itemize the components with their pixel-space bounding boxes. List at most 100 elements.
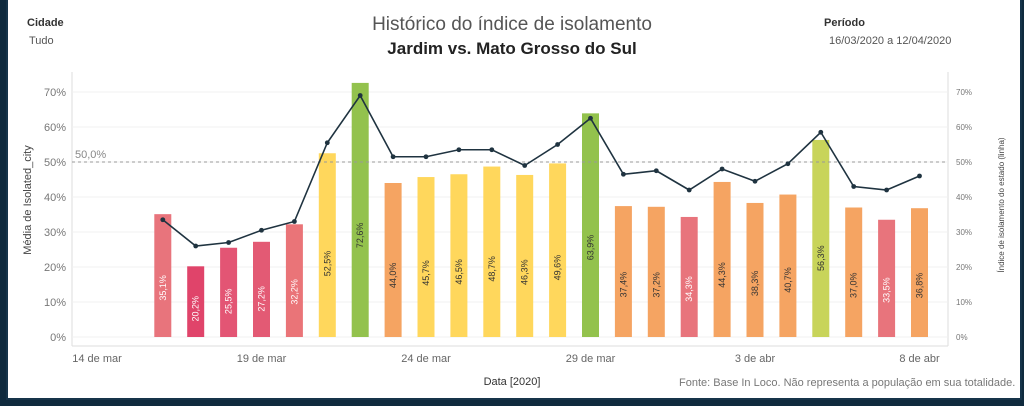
state-index-point bbox=[719, 166, 725, 172]
state-index-point bbox=[818, 129, 824, 135]
state-index-point bbox=[785, 161, 791, 167]
state-index-point bbox=[390, 154, 396, 160]
bar-data-label: 34,3% bbox=[684, 276, 694, 302]
bar bbox=[911, 208, 928, 337]
y-tick-label: 0% bbox=[50, 332, 66, 344]
chart-subtitle: Jardim vs. Mato Grosso do Sul bbox=[387, 39, 637, 58]
bar-data-label: 32,2% bbox=[289, 279, 299, 305]
bar-data-label: 45,7% bbox=[421, 260, 431, 286]
y-axis-title: Média de Isolated_city bbox=[22, 145, 34, 255]
bar bbox=[318, 153, 336, 337]
cidade-label: Cidade bbox=[27, 17, 64, 29]
bar-data-label: 25,5% bbox=[224, 289, 234, 315]
bar bbox=[154, 214, 172, 337]
bar-data-label: 35,1% bbox=[158, 275, 168, 301]
state-index-point bbox=[160, 217, 166, 223]
state-index-point bbox=[193, 243, 199, 249]
x-tick-label: 3 de abr bbox=[735, 353, 776, 365]
state-index-point bbox=[621, 171, 626, 177]
bar bbox=[812, 139, 830, 337]
y-tick-label: 50% bbox=[44, 157, 66, 169]
bar bbox=[713, 181, 731, 337]
state-index-point bbox=[489, 147, 495, 153]
bar bbox=[680, 216, 698, 337]
bar bbox=[878, 219, 896, 337]
x-tick-label: 29 de mar bbox=[566, 353, 616, 365]
bar-data-label: 44,3% bbox=[717, 262, 727, 288]
bar-data-label: 56,3% bbox=[816, 245, 826, 271]
x-axis-title: Data [2020] bbox=[483, 376, 541, 388]
y-tick-label: 10% bbox=[44, 297, 66, 309]
state-index-line bbox=[162, 93, 920, 247]
y2-tick-label: 40% bbox=[956, 193, 972, 202]
bar bbox=[220, 247, 238, 337]
bar-data-label: 63,9% bbox=[586, 235, 596, 261]
bar bbox=[187, 266, 205, 337]
bar-data-label: 37,0% bbox=[849, 272, 859, 298]
bar-data-label: 46,3% bbox=[520, 259, 530, 285]
bar bbox=[417, 177, 435, 337]
y-tick-label: 70% bbox=[44, 87, 66, 99]
bar-data-label: 37,2% bbox=[651, 272, 661, 298]
bar bbox=[516, 174, 534, 337]
state-index-point bbox=[259, 227, 264, 233]
bar bbox=[614, 206, 632, 337]
bar-data-label: 49,6% bbox=[553, 255, 563, 281]
source-note: Fonte: Base In Loco. Não representa a po… bbox=[679, 377, 1016, 389]
y2-tick-label: 10% bbox=[956, 298, 972, 307]
bar bbox=[582, 113, 599, 337]
state-index-point bbox=[653, 168, 659, 174]
bar-data-label: 44,0% bbox=[388, 263, 398, 289]
state-index-point bbox=[588, 115, 593, 121]
bar-data-label: 48,7% bbox=[487, 256, 497, 282]
bar-data-label: 72,6% bbox=[355, 223, 365, 249]
y-tick-label: 20% bbox=[44, 262, 66, 274]
periodo-value[interactable]: 16/03/2020 a 12/04/2020 bbox=[829, 35, 952, 47]
y2-tick-label: 0% bbox=[956, 333, 968, 342]
y2-axis-title: Índice de isolamento do estado (linha) bbox=[997, 137, 1006, 273]
state-index-point bbox=[851, 184, 857, 189]
x-tick-label: 19 de mar bbox=[237, 353, 287, 365]
bar-data-label: 40,7% bbox=[783, 267, 793, 293]
periodo-label: Período bbox=[824, 17, 865, 29]
state-index-point bbox=[456, 147, 462, 153]
y2-tick-label: 50% bbox=[956, 158, 972, 167]
bar-data-label: 20,2% bbox=[191, 296, 201, 322]
bar bbox=[450, 174, 468, 337]
x-tick-label: 24 de mar bbox=[401, 353, 451, 365]
bar bbox=[746, 202, 764, 337]
bar bbox=[253, 241, 270, 337]
x-tick-label: 14 de mar bbox=[72, 353, 122, 365]
bar-data-label: 33,5% bbox=[882, 277, 892, 303]
y2-tick-label: 60% bbox=[956, 123, 972, 132]
cidade-value[interactable]: Tudo bbox=[29, 35, 54, 47]
state-index-point bbox=[752, 178, 758, 184]
x-tick-label: 8 de abr bbox=[899, 353, 940, 365]
bar-data-label: 52,5% bbox=[322, 251, 332, 277]
state-index-point bbox=[324, 140, 330, 146]
bar-data-label: 27,2% bbox=[257, 286, 267, 312]
chart-title: Histórico do índice de isolamento bbox=[372, 14, 652, 35]
reference-line-label: 50,0% bbox=[75, 149, 106, 161]
bar bbox=[647, 206, 665, 337]
state-index-point bbox=[917, 173, 922, 179]
state-index-point bbox=[357, 93, 363, 98]
y-tick-label: 40% bbox=[44, 192, 66, 204]
state-index-point bbox=[292, 219, 297, 224]
bar bbox=[285, 224, 303, 337]
y2-tick-label: 70% bbox=[956, 88, 972, 97]
y2-tick-label: 20% bbox=[956, 263, 972, 272]
bar bbox=[845, 207, 863, 337]
bar bbox=[549, 163, 567, 337]
y-tick-label: 60% bbox=[44, 122, 66, 134]
state-index-point bbox=[686, 187, 692, 193]
state-index-point bbox=[884, 187, 889, 193]
y2-tick-label: 30% bbox=[956, 228, 972, 237]
state-index-point bbox=[423, 154, 429, 160]
bar-data-label: 38,3% bbox=[750, 271, 760, 297]
bar bbox=[779, 194, 797, 337]
state-index-point bbox=[555, 142, 560, 147]
bar bbox=[384, 183, 402, 337]
bar bbox=[351, 82, 369, 338]
